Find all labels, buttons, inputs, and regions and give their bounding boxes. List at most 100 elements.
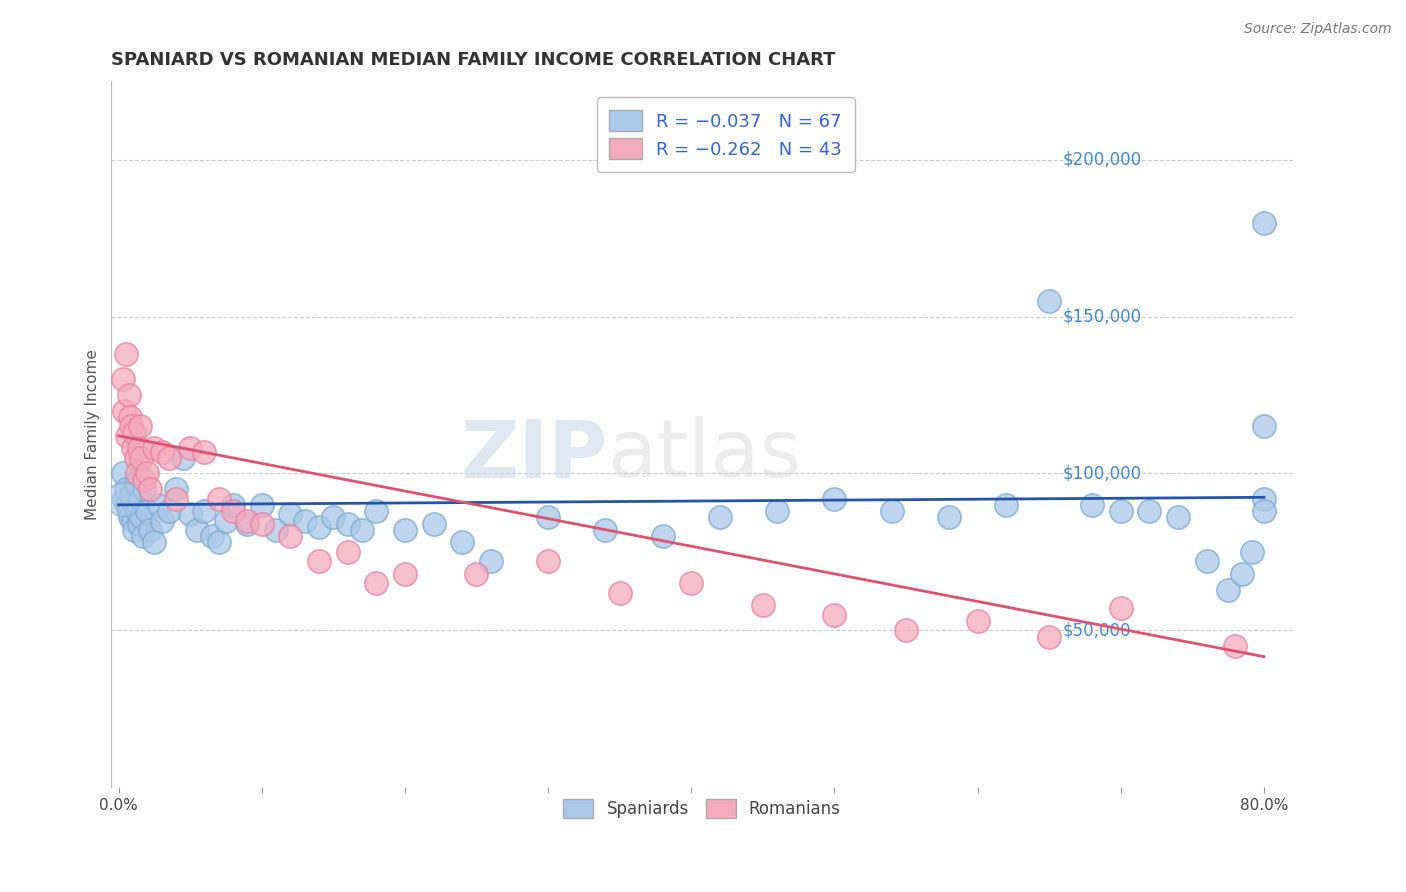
- Point: [128, 516, 150, 531]
- Point: [179, 442, 201, 456]
- Point: [336, 516, 359, 531]
- Point: [157, 450, 180, 465]
- Point: [115, 498, 138, 512]
- Point: [136, 504, 159, 518]
- Point: [938, 510, 960, 524]
- Y-axis label: Median Family Income: Median Family Income: [86, 349, 100, 520]
- Point: [350, 523, 373, 537]
- Point: [118, 409, 141, 424]
- Point: [134, 473, 156, 487]
- Point: [114, 482, 136, 496]
- Point: [111, 467, 134, 481]
- Point: [143, 442, 166, 456]
- Point: [215, 514, 238, 528]
- Point: [136, 467, 159, 481]
- Point: [250, 516, 273, 531]
- Point: [966, 614, 988, 628]
- Point: [115, 429, 138, 443]
- Point: [127, 467, 149, 481]
- Point: [125, 450, 148, 465]
- Point: [1241, 545, 1264, 559]
- Point: [479, 554, 502, 568]
- Point: [179, 508, 201, 522]
- Point: [1195, 554, 1218, 568]
- Point: [208, 535, 231, 549]
- Point: [537, 554, 560, 568]
- Text: atlas: atlas: [607, 417, 801, 494]
- Point: [112, 491, 135, 506]
- Point: [165, 482, 187, 496]
- Text: $200,000: $200,000: [1063, 151, 1142, 169]
- Point: [1232, 566, 1254, 581]
- Point: [193, 504, 215, 518]
- Point: [172, 450, 194, 465]
- Point: [157, 504, 180, 518]
- Point: [134, 482, 156, 496]
- Point: [250, 498, 273, 512]
- Text: Source: ZipAtlas.com: Source: ZipAtlas.com: [1244, 22, 1392, 37]
- Text: $150,000: $150,000: [1063, 308, 1142, 326]
- Point: [766, 504, 789, 518]
- Point: [236, 516, 259, 531]
- Point: [186, 523, 208, 537]
- Point: [118, 510, 141, 524]
- Point: [366, 504, 388, 518]
- Point: [131, 450, 153, 465]
- Point: [117, 504, 139, 518]
- Point: [131, 510, 153, 524]
- Text: ZIP: ZIP: [460, 417, 607, 494]
- Point: [1081, 498, 1104, 512]
- Point: [394, 566, 416, 581]
- Point: [651, 529, 673, 543]
- Point: [122, 514, 145, 528]
- Point: [537, 510, 560, 524]
- Point: [752, 599, 775, 613]
- Point: [111, 372, 134, 386]
- Point: [1253, 215, 1275, 229]
- Point: [1139, 504, 1161, 518]
- Point: [111, 491, 134, 506]
- Point: [129, 419, 152, 434]
- Point: [132, 529, 155, 543]
- Point: [422, 516, 444, 531]
- Point: [129, 491, 152, 506]
- Point: [120, 419, 142, 434]
- Point: [609, 585, 631, 599]
- Point: [336, 545, 359, 559]
- Point: [709, 510, 731, 524]
- Point: [114, 347, 136, 361]
- Point: [1218, 582, 1240, 597]
- Point: [894, 624, 917, 638]
- Point: [1253, 491, 1275, 506]
- Point: [1167, 510, 1189, 524]
- Point: [880, 504, 903, 518]
- Point: [322, 510, 344, 524]
- Point: [465, 566, 488, 581]
- Point: [150, 514, 173, 528]
- Point: [112, 403, 135, 417]
- Point: [294, 514, 316, 528]
- Text: SPANIARD VS ROMANIAN MEDIAN FAMILY INCOME CORRELATION CHART: SPANIARD VS ROMANIAN MEDIAN FAMILY INCOM…: [111, 51, 837, 69]
- Point: [236, 514, 259, 528]
- Point: [165, 491, 187, 506]
- Point: [1253, 419, 1275, 434]
- Point: [280, 508, 302, 522]
- Point: [280, 529, 302, 543]
- Point: [122, 442, 145, 456]
- Point: [120, 488, 142, 502]
- Point: [1038, 293, 1060, 308]
- Point: [1109, 601, 1132, 615]
- Text: $50,000: $50,000: [1063, 622, 1130, 640]
- Point: [193, 444, 215, 458]
- Legend: Spaniards, Romanians: Spaniards, Romanians: [557, 792, 848, 825]
- Point: [139, 523, 162, 537]
- Point: [125, 475, 148, 490]
- Point: [595, 523, 617, 537]
- Point: [264, 523, 287, 537]
- Point: [143, 535, 166, 549]
- Point: [308, 520, 330, 534]
- Point: [127, 504, 149, 518]
- Point: [823, 607, 845, 622]
- Point: [394, 523, 416, 537]
- Point: [208, 491, 231, 506]
